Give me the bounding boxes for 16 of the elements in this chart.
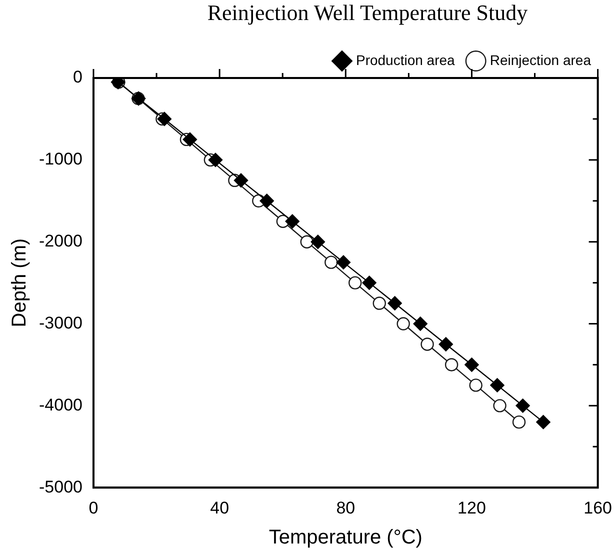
y-tick-label: 0 <box>73 68 82 87</box>
legend-label: Reinjection area <box>490 52 592 68</box>
y-tick-label: -4000 <box>38 395 82 414</box>
y-tick-label: -2000 <box>38 232 82 251</box>
chart-title: Reinjection Well Temperature Study <box>206 0 529 26</box>
y-tick-label: -1000 <box>38 150 82 169</box>
x-axis-title: Temperature (°C) <box>268 526 422 549</box>
x-tick-label: 160 <box>584 498 612 518</box>
x-tick-label: 120 <box>458 498 486 518</box>
y-tick-label: -3000 <box>38 313 82 332</box>
x-tick-label: 80 <box>336 498 356 518</box>
x-tick-label: 0 <box>88 498 98 518</box>
y-tick-label: -5000 <box>38 477 82 496</box>
y-axis-title: Depth (m) <box>8 238 31 328</box>
legend-label: Production area <box>356 52 456 68</box>
x-tick-label: 40 <box>210 498 230 518</box>
